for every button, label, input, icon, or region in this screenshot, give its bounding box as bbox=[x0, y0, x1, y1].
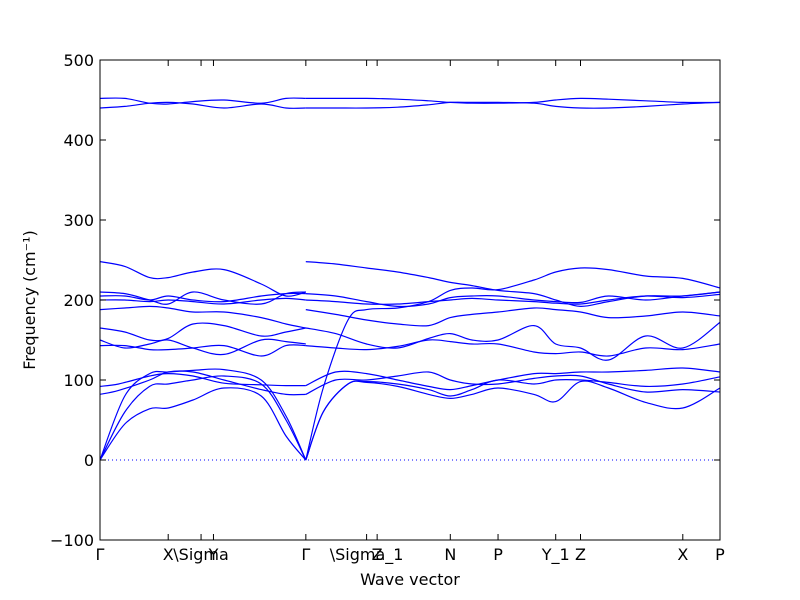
band-line bbox=[99, 370, 306, 396]
band-line bbox=[99, 305, 306, 329]
x-tick-label: Y bbox=[208, 545, 219, 564]
band-line bbox=[305, 339, 721, 357]
y-tick-label: 500 bbox=[63, 51, 94, 70]
x-tick-label: Z bbox=[372, 545, 383, 564]
y-tick-label: 400 bbox=[63, 131, 94, 150]
y-tick-label: 0 bbox=[84, 451, 94, 470]
band-line bbox=[99, 322, 306, 342]
band-line bbox=[305, 267, 721, 461]
band-line bbox=[99, 375, 307, 461]
band-line bbox=[305, 371, 721, 395]
x-tick-label: Γ bbox=[301, 545, 310, 564]
band-line bbox=[305, 291, 721, 308]
y-tick-label: −100 bbox=[50, 531, 94, 550]
x-tick-label: \Sigma bbox=[173, 545, 229, 564]
band-line bbox=[99, 297, 306, 305]
y-tick-label: 300 bbox=[63, 211, 94, 230]
band-lines bbox=[99, 97, 721, 461]
y-tick-label: 200 bbox=[63, 291, 94, 310]
x-tick-label: P bbox=[493, 545, 503, 564]
band-line bbox=[99, 372, 306, 387]
band-line bbox=[305, 97, 721, 104]
y-axis: −100 0 100 200 300 400 500 bbox=[50, 51, 720, 550]
x-tick-label: X bbox=[677, 545, 688, 564]
x-tick-label: P bbox=[715, 545, 725, 564]
band-line bbox=[99, 97, 306, 105]
band-line bbox=[99, 101, 306, 109]
x-tick-label: N bbox=[444, 545, 456, 564]
band-line bbox=[305, 380, 721, 461]
band-line bbox=[99, 368, 307, 461]
band-line bbox=[305, 101, 721, 109]
y-tick-label: 100 bbox=[63, 371, 94, 390]
band-line bbox=[305, 321, 721, 361]
band-line bbox=[305, 261, 721, 308]
band-line bbox=[305, 367, 721, 391]
y-axis-label: Frequency (cm⁻¹) bbox=[20, 230, 39, 369]
x-tick-label: Z bbox=[575, 545, 586, 564]
band-line bbox=[99, 387, 307, 461]
x-tick-label: Y_1 bbox=[541, 545, 570, 565]
band-line bbox=[99, 344, 306, 357]
band-line bbox=[99, 291, 306, 305]
x-tick-label: \Sigma_1 bbox=[330, 545, 404, 565]
x-tick-label: X bbox=[163, 545, 174, 564]
band-line bbox=[99, 338, 306, 356]
x-tick-label: Γ bbox=[96, 545, 105, 564]
band-line bbox=[305, 307, 721, 327]
x-axis-label: Wave vector bbox=[360, 570, 460, 589]
band-line bbox=[99, 261, 306, 297]
